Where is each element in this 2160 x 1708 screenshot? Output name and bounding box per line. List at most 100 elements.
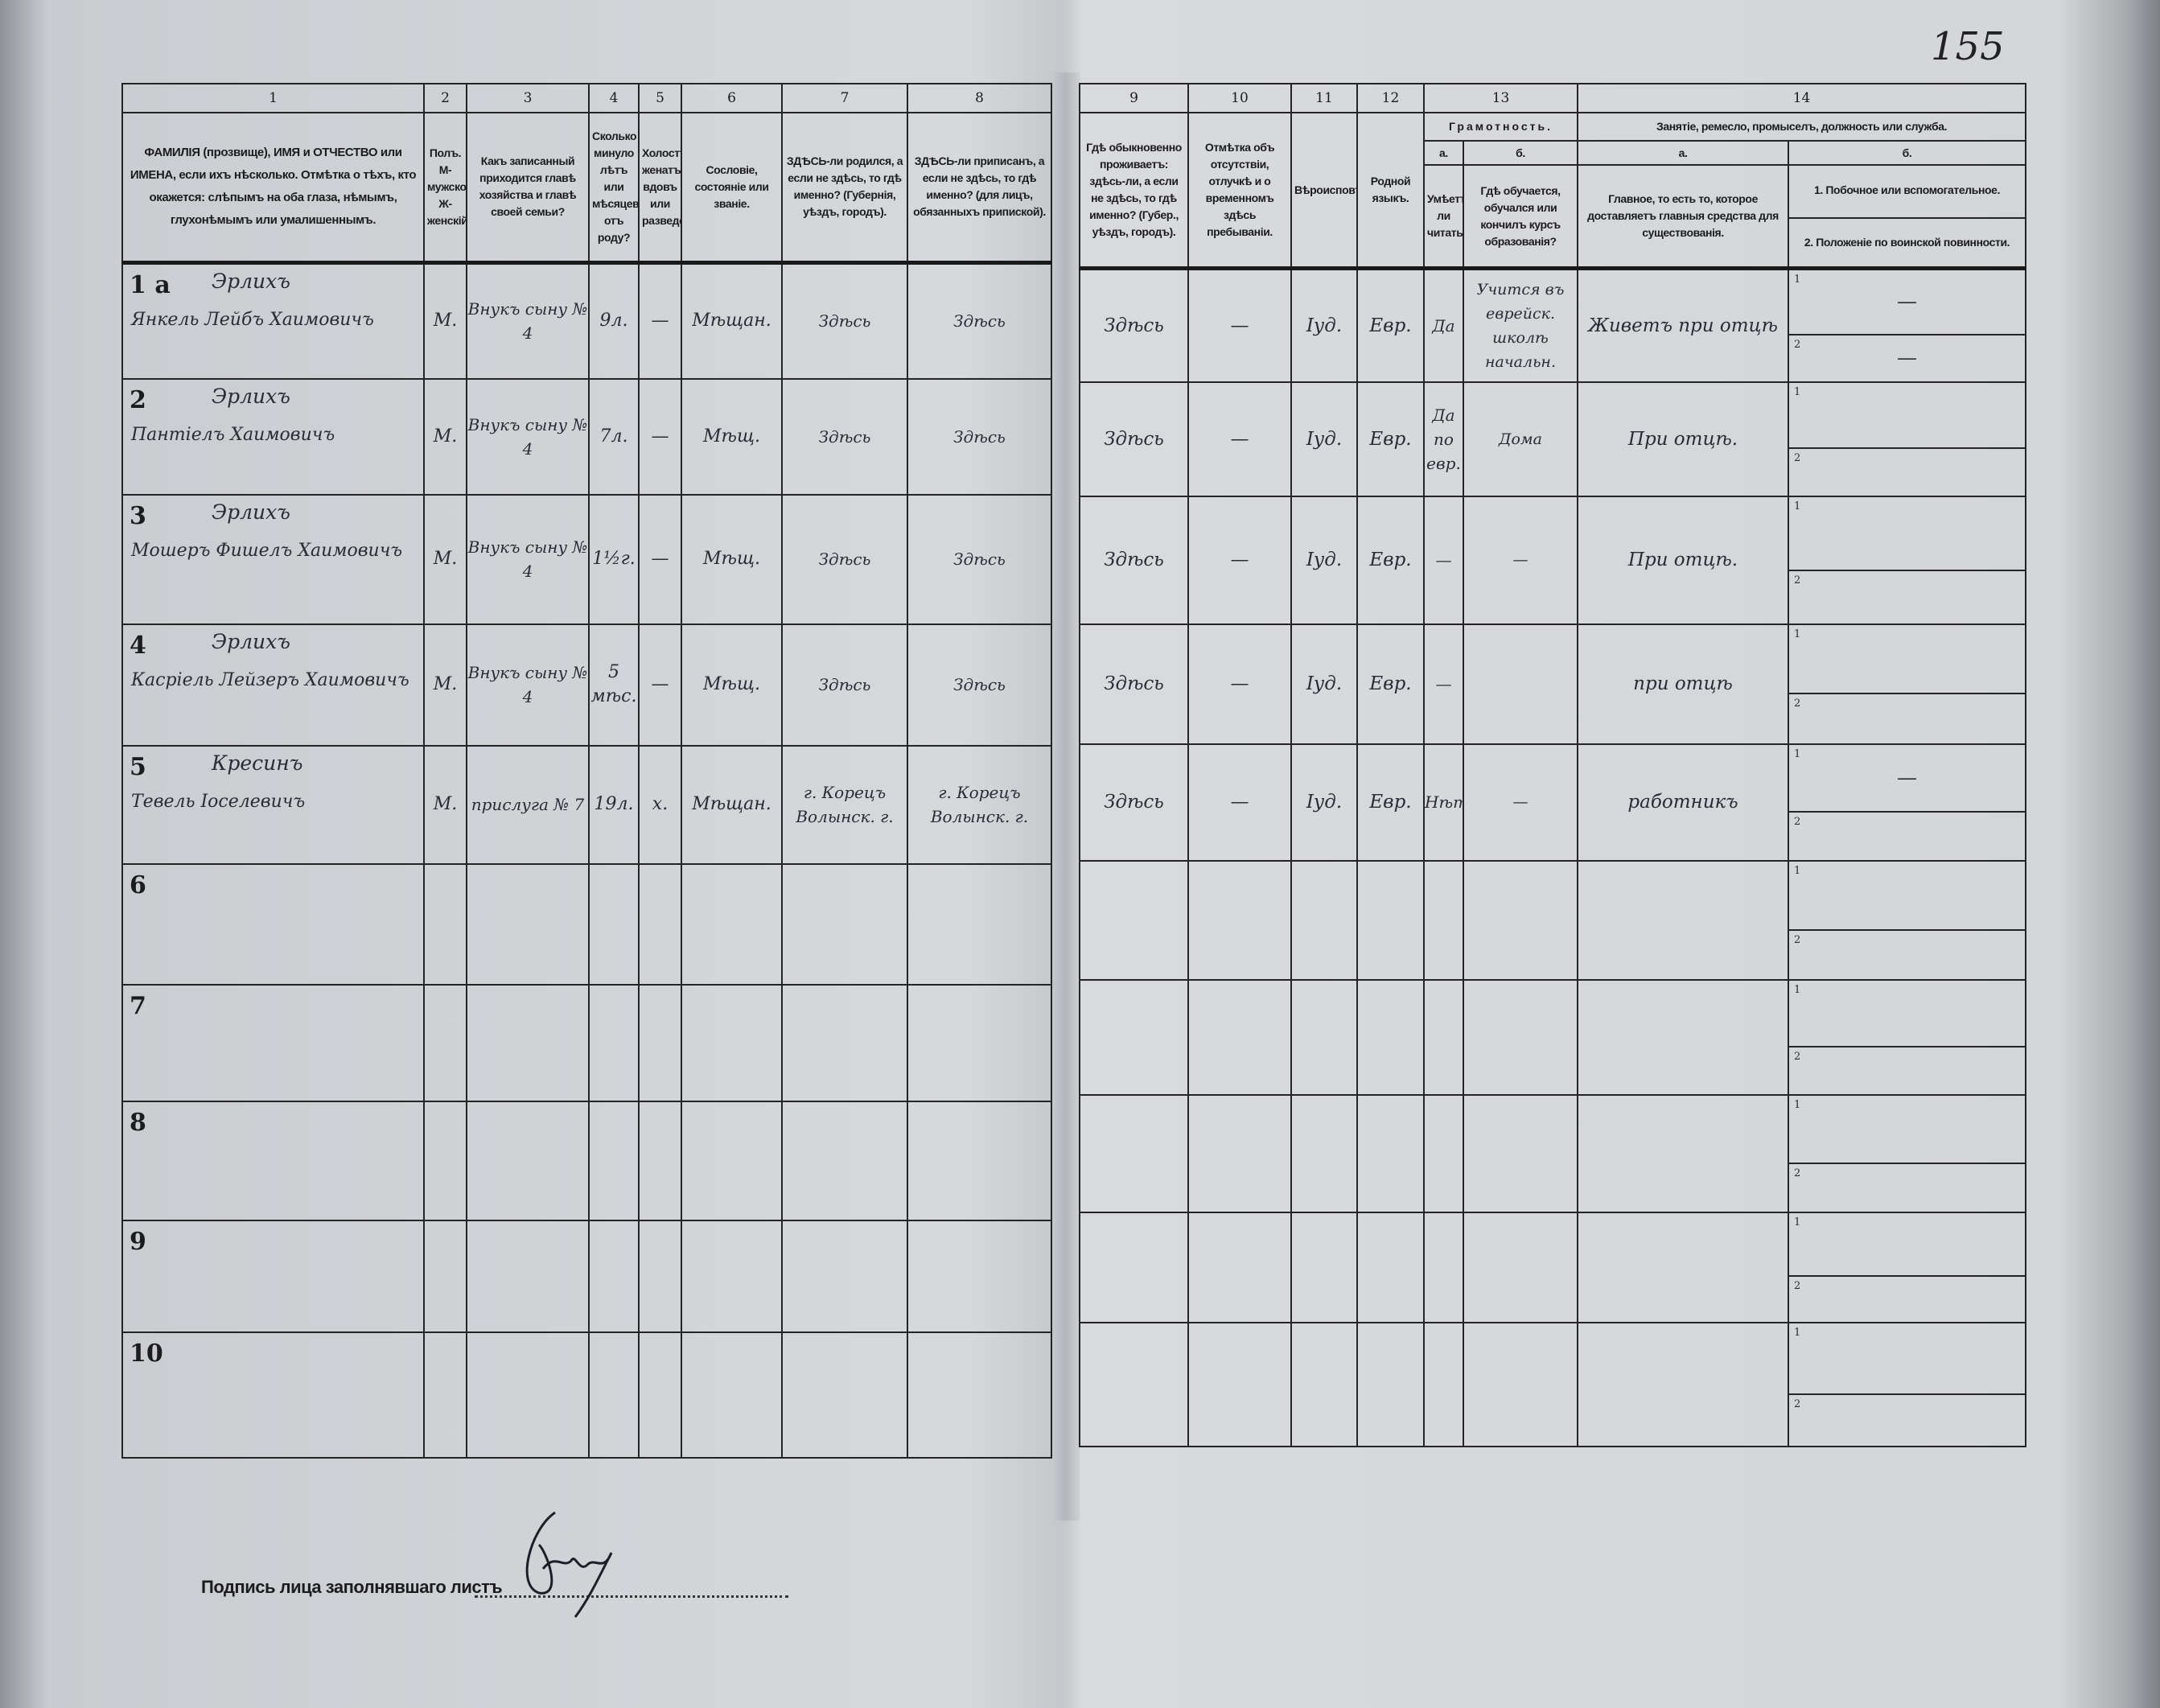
religion-cell: Іуд. xyxy=(1290,267,1358,383)
sex-cell: М. xyxy=(423,493,467,625)
can-read-cell xyxy=(1423,1211,1464,1323)
religion-cell xyxy=(1290,1321,1358,1447)
sex-cell: М. xyxy=(423,261,467,380)
given-names: Касріель Лейзеръ Хаимовичъ xyxy=(131,669,409,690)
marital-cell xyxy=(638,1331,682,1459)
can-read-cell xyxy=(1423,978,1464,1096)
row-number: 3 xyxy=(130,501,146,530)
education-cell: — xyxy=(1462,743,1579,862)
column-number: 7 xyxy=(781,83,908,113)
row-number: 7 xyxy=(130,991,146,1020)
row-number: 8 xyxy=(130,1108,146,1137)
age-cell: 5 мѣс. xyxy=(588,623,640,747)
occupation-title: Занятіе, ремесло, промыселъ, должность и… xyxy=(1577,112,2027,142)
sex-cell xyxy=(423,1331,467,1459)
table-row: 9 xyxy=(121,1219,1052,1333)
residence-cell: Здѣсь xyxy=(1079,743,1189,862)
estate-cell: Мѣщан. xyxy=(681,261,783,380)
sub-row-label: 1 xyxy=(1794,628,1801,640)
born-cell xyxy=(781,983,908,1102)
marital-cell xyxy=(638,1219,682,1333)
estate-cell xyxy=(681,1331,783,1459)
marital-cell: — xyxy=(638,261,682,380)
table-row: 3 Эрлихъ Мошеръ Фишелъ Хаимовичъ М. Внукъ сы… xyxy=(121,493,1052,625)
table-row: Здѣсь — Іуд. Евр. — при отцѣ 1 xyxy=(1079,623,2027,745)
estate-cell: Мѣщ. xyxy=(681,623,783,747)
side-occupation-cell: 1 xyxy=(1788,978,2027,1047)
column-header: Гдѣ обыкновенно проживаетъ: здѣсь-ли, а … xyxy=(1079,112,1189,270)
can-read-cell: Да по евр. xyxy=(1423,381,1464,497)
column-number: 14 xyxy=(1577,83,2027,113)
can-read-cell: Нѣтъ xyxy=(1423,743,1464,862)
language-cell xyxy=(1356,1093,1425,1213)
age-cell: 7л. xyxy=(588,377,640,496)
column-header: Какъ записанный приходится главѣ хозяйст… xyxy=(466,112,590,263)
column-number: 4 xyxy=(588,83,640,113)
age-cell xyxy=(588,1219,640,1333)
name-cell: 4 Эрлихъ Касріель Лейзеръ Хаимовичъ xyxy=(121,623,425,747)
sex-cell xyxy=(423,862,467,986)
occupation-cell: работникъ xyxy=(1577,743,1790,862)
column-header: Сколько минуло лѣтъ или мѣсяцевъ отъ род… xyxy=(588,112,640,263)
column-header: Главное, то есть то, которое доставляетъ… xyxy=(1577,164,1790,270)
age-cell xyxy=(588,1100,640,1221)
estate-cell: Мѣщ. xyxy=(681,377,783,496)
religion-cell: Іуд. xyxy=(1290,743,1358,862)
column-number: 10 xyxy=(1187,83,1292,113)
sub-row-label: 2 xyxy=(1794,338,1801,351)
column-number: 12 xyxy=(1356,83,1425,113)
registered-cell xyxy=(907,862,1052,986)
residence-cell xyxy=(1079,1321,1189,1447)
table-row: Здѣсь — Іуд. Евр. Да Учится въ еврейск. школѣ… xyxy=(1079,267,2027,383)
can-read-cell xyxy=(1423,859,1464,981)
sex-cell: М. xyxy=(423,744,467,865)
registered-cell: Здѣсь xyxy=(907,623,1052,747)
surname: Кресинъ xyxy=(212,751,303,775)
education-cell: Дома xyxy=(1462,381,1579,497)
sub-row-label: 1 xyxy=(1794,274,1801,286)
table-row: 1 xyxy=(1079,1093,2027,1213)
table-row: Здѣсь — Іуд. Евр. — — При отцѣ. 1 xyxy=(1079,495,2027,625)
religion-cell: Іуд. xyxy=(1290,623,1358,745)
military-status-value: — xyxy=(1897,346,1918,369)
military-status-cell: 2 xyxy=(1788,692,2027,745)
age-cell: 9л. xyxy=(588,261,640,380)
name-cell: 5 Кресинъ Тевель Іоселевичъ xyxy=(121,744,425,865)
estate-cell: Мѣщ. xyxy=(681,493,783,625)
born-cell xyxy=(781,1331,908,1459)
religion-cell xyxy=(1290,978,1358,1096)
sub-row-label: 2 xyxy=(1794,1279,1801,1292)
table-row: 10 xyxy=(121,1331,1052,1459)
row-number: 9 xyxy=(130,1227,146,1256)
registered-cell: Здѣсь xyxy=(907,493,1052,625)
side-occupation-cell: 1 xyxy=(1788,381,2027,449)
language-cell: Евр. xyxy=(1356,267,1425,383)
language-cell: Евр. xyxy=(1356,495,1425,625)
side-occupation-cell: 1— xyxy=(1788,743,2027,813)
signature-line xyxy=(475,1595,788,1598)
sub-letter: а. xyxy=(1423,140,1464,166)
sub-row-label: 1 xyxy=(1794,385,1801,398)
born-cell: г. Корецъ Волынск. г. xyxy=(781,744,908,865)
residence-cell xyxy=(1079,978,1189,1096)
relation-cell: Внукъ сыну № 4 xyxy=(466,377,590,496)
registered-cell xyxy=(907,1331,1052,1459)
sub-row-label: 2 xyxy=(1794,697,1801,710)
surname: Эрлихъ xyxy=(212,384,290,408)
marital-cell: — xyxy=(638,623,682,747)
sub-row-label: 2 xyxy=(1794,451,1801,464)
language-cell: Евр. xyxy=(1356,623,1425,745)
name-cell: 3 Эрлихъ Мошеръ Фишелъ Хаимовичъ xyxy=(121,493,425,625)
relation-cell: прислуга № 7 xyxy=(466,744,590,865)
surname: Эрлихъ xyxy=(212,629,290,653)
table-row: 1 а Эрлихъ Янкель Лейбъ Хаимовичъ М. Внукъ с… xyxy=(121,261,1052,380)
sub-letter: а. xyxy=(1577,140,1790,166)
born-cell xyxy=(781,862,908,986)
sex-cell xyxy=(423,983,467,1102)
can-read-cell: Да xyxy=(1423,267,1464,383)
column-number: 2 xyxy=(423,83,467,113)
column-header: Отмѣтка объ отсутствіи, отлучкѣ и о врем… xyxy=(1187,112,1292,270)
estate-cell xyxy=(681,862,783,986)
born-cell: Здѣсь xyxy=(781,493,908,625)
